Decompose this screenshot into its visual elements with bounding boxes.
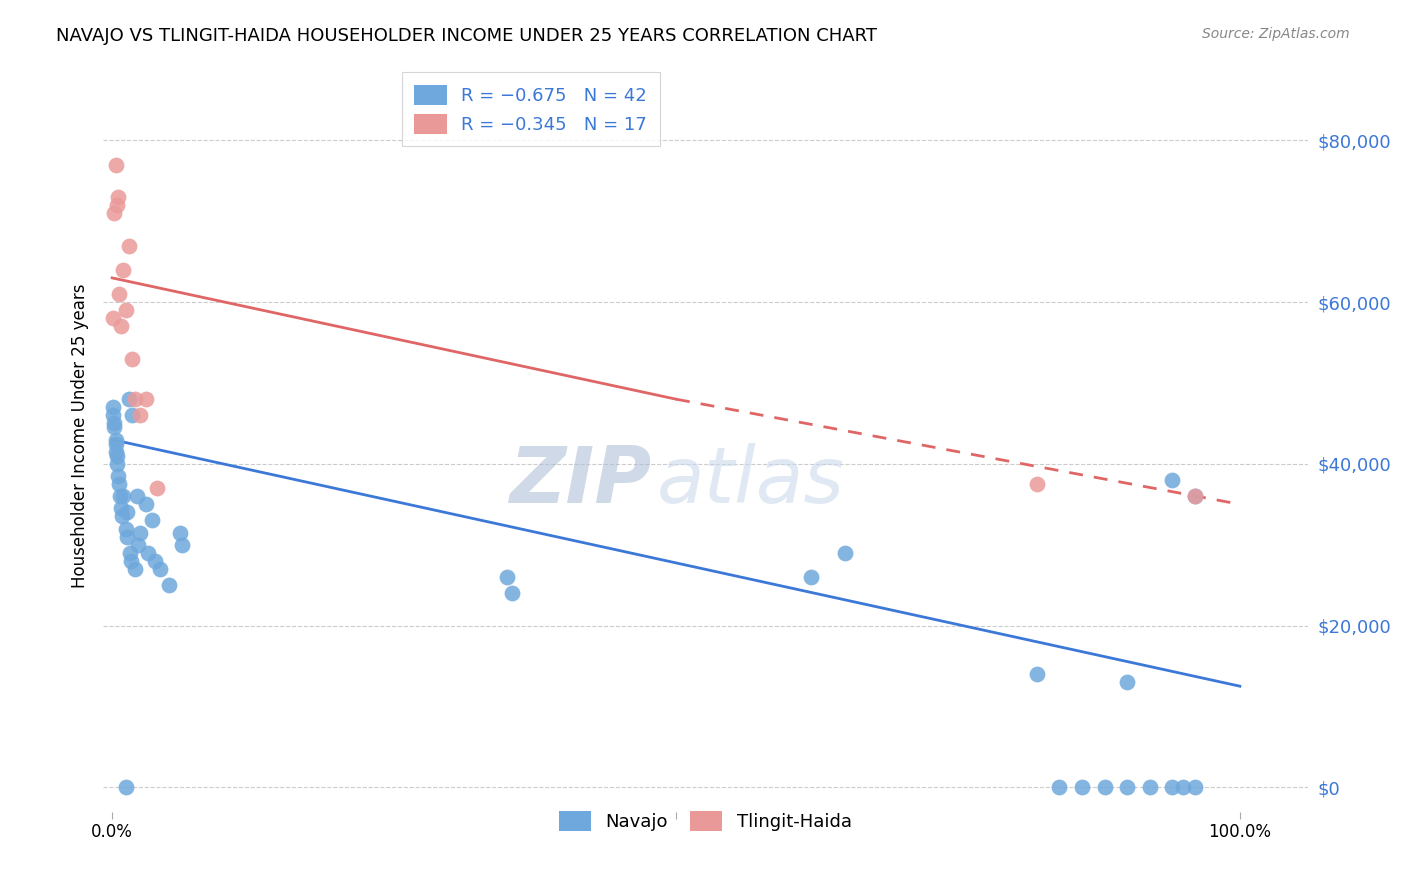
Point xyxy=(1184,780,1206,795)
Point xyxy=(103,311,125,326)
Point xyxy=(143,554,166,568)
Point xyxy=(1161,473,1184,487)
Point xyxy=(1116,780,1139,795)
Legend: Navajo, Tlingit-Haida: Navajo, Tlingit-Haida xyxy=(546,798,865,844)
Point xyxy=(1025,477,1047,491)
Point xyxy=(124,392,146,407)
Y-axis label: Householder Income Under 25 years: Householder Income Under 25 years xyxy=(72,284,89,588)
Point xyxy=(129,525,152,540)
Point xyxy=(105,198,128,212)
Point xyxy=(108,489,131,503)
Point xyxy=(114,780,136,795)
Point xyxy=(1049,780,1071,795)
Point xyxy=(105,449,128,463)
Point xyxy=(1116,675,1139,690)
Point xyxy=(146,481,169,495)
Point xyxy=(1184,489,1206,503)
Point xyxy=(502,586,524,600)
Point xyxy=(107,190,129,204)
Point xyxy=(127,538,149,552)
Text: Source: ZipAtlas.com: Source: ZipAtlas.com xyxy=(1202,27,1350,41)
Point xyxy=(104,444,127,458)
Point xyxy=(129,409,152,423)
Point xyxy=(103,409,125,423)
Point xyxy=(104,433,127,447)
Point xyxy=(103,417,125,431)
Point xyxy=(148,562,170,576)
Point xyxy=(121,351,143,366)
Point xyxy=(1025,667,1047,681)
Point xyxy=(103,206,125,220)
Point xyxy=(124,562,146,576)
Point xyxy=(114,522,136,536)
Point xyxy=(495,570,517,584)
Point xyxy=(169,525,191,540)
Point xyxy=(157,578,180,592)
Point xyxy=(120,554,142,568)
Point xyxy=(118,392,141,407)
Point xyxy=(110,319,132,334)
Point xyxy=(110,501,132,516)
Point xyxy=(104,158,127,172)
Point xyxy=(105,457,128,471)
Point xyxy=(170,538,193,552)
Point xyxy=(118,238,141,252)
Text: NAVAJO VS TLINGIT-HAIDA HOUSEHOLDER INCOME UNDER 25 YEARS CORRELATION CHART: NAVAJO VS TLINGIT-HAIDA HOUSEHOLDER INCO… xyxy=(56,27,877,45)
Point xyxy=(141,513,163,527)
Point xyxy=(136,546,159,560)
Point xyxy=(121,409,143,423)
Point xyxy=(103,420,125,434)
Point xyxy=(103,401,125,415)
Point xyxy=(108,287,131,301)
Point xyxy=(114,303,136,318)
Point xyxy=(135,497,157,511)
Point xyxy=(107,469,129,483)
Point xyxy=(104,436,127,450)
Point xyxy=(1139,780,1161,795)
Point xyxy=(115,505,138,519)
Text: atlas: atlas xyxy=(657,442,845,518)
Point xyxy=(125,489,148,503)
Point xyxy=(120,546,142,560)
Point xyxy=(135,392,157,407)
Point xyxy=(111,509,134,524)
Point xyxy=(115,530,138,544)
Point xyxy=(1094,780,1116,795)
Text: ZIP: ZIP xyxy=(509,442,651,518)
Point xyxy=(1071,780,1094,795)
Point xyxy=(108,477,131,491)
Point xyxy=(800,570,823,584)
Point xyxy=(1184,489,1206,503)
Point xyxy=(1173,780,1195,795)
Point xyxy=(1161,780,1184,795)
Point xyxy=(112,262,135,277)
Point xyxy=(834,546,856,560)
Point xyxy=(112,489,135,503)
